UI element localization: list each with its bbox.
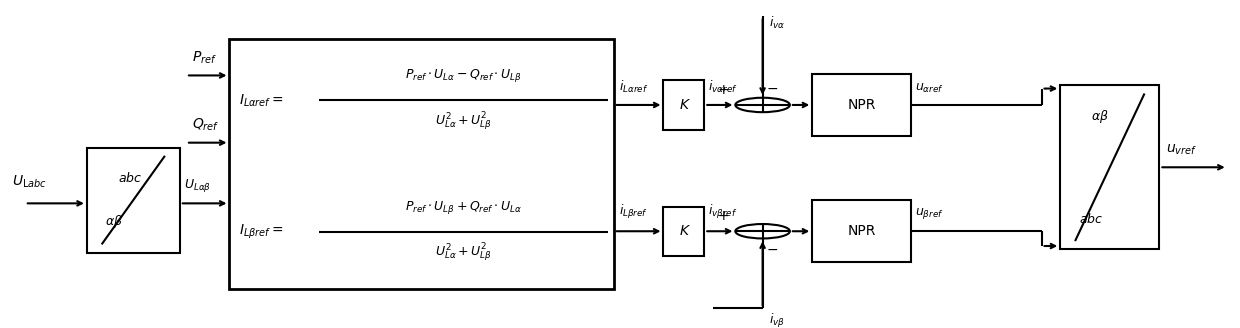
Bar	[87, 148, 180, 253]
Text: $P_{ref}\cdot U_{L\beta}+Q_{ref}\cdot U_{L\alpha}$: $P_{ref}\cdot U_{L\beta}+Q_{ref}\cdot U_…	[404, 198, 522, 215]
Text: $U_{\mathrm{L}abc}$: $U_{\mathrm{L}abc}$	[12, 174, 47, 190]
Bar	[663, 80, 704, 130]
Text: $i_{v\beta}$: $i_{v\beta}$	[769, 312, 785, 328]
Text: $i_{v\alpha ref}$: $i_{v\alpha ref}$	[708, 79, 738, 95]
Text: $\alpha\beta$: $\alpha\beta$	[1091, 108, 1109, 125]
Text: $P_{ref}\cdot U_{L\alpha}-Q_{ref}\cdot U_{L\beta}$: $P_{ref}\cdot U_{L\alpha}-Q_{ref}\cdot U…	[404, 67, 522, 84]
Bar	[229, 39, 614, 289]
Text: $-$: $-$	[766, 80, 779, 94]
Bar	[663, 207, 704, 256]
Text: $i_{L\beta ref}$: $i_{L\beta ref}$	[619, 203, 647, 221]
Text: $+$: $+$	[717, 209, 729, 223]
Text: $i_{L\alpha ref}$: $i_{L\alpha ref}$	[619, 79, 649, 95]
Text: $U_{L\alpha}^2+U_{L\beta}^2$: $U_{L\alpha}^2+U_{L\beta}^2$	[435, 242, 491, 264]
Text: $U_{L\alpha\beta}$: $U_{L\alpha\beta}$	[184, 176, 211, 194]
Text: NPR: NPR	[848, 224, 875, 238]
Text: K: K	[680, 224, 688, 238]
Text: $abc$: $abc$	[118, 171, 143, 185]
Text: $I_{L\beta ref}=$: $I_{L\beta ref}=$	[239, 222, 284, 241]
Text: K: K	[680, 98, 688, 112]
Text: $U_{L\alpha}^2+U_{L\beta}^2$: $U_{L\alpha}^2+U_{L\beta}^2$	[435, 111, 491, 133]
Text: $i_{v\beta ref}$: $i_{v\beta ref}$	[708, 203, 738, 221]
Text: $+$: $+$	[717, 83, 729, 97]
Text: $u_{\alpha ref}$: $u_{\alpha ref}$	[915, 82, 944, 95]
Text: NPR: NPR	[848, 98, 875, 112]
Bar	[812, 74, 911, 136]
Text: $abc$: $abc$	[1079, 212, 1104, 226]
Bar	[812, 200, 911, 262]
Bar	[1060, 85, 1159, 249]
Text: $\alpha\beta$: $\alpha\beta$	[105, 213, 123, 230]
Text: $P_{ref}$: $P_{ref}$	[192, 49, 217, 66]
Text: $u_{\beta ref}$: $u_{\beta ref}$	[915, 206, 944, 221]
Text: $I_{L\alpha ref}=$: $I_{L\alpha ref}=$	[239, 92, 284, 109]
Text: $u_{vref}$: $u_{vref}$	[1166, 143, 1197, 157]
Text: $Q_{ref}$: $Q_{ref}$	[192, 116, 219, 133]
Text: $-$: $-$	[766, 242, 779, 256]
Text: $i_{v\alpha}$: $i_{v\alpha}$	[769, 15, 785, 31]
